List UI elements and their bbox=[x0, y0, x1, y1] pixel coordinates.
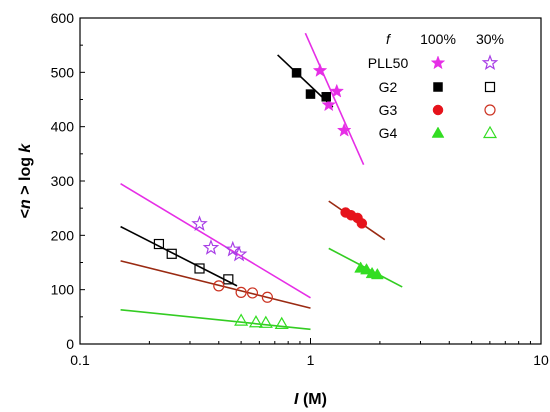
plot-area bbox=[120, 32, 403, 331]
data-point-g2-100 bbox=[321, 92, 331, 102]
y-tick-label: 0 bbox=[66, 336, 74, 352]
fit-line-g3-30 bbox=[120, 260, 311, 309]
x-tick-label: 0.1 bbox=[70, 352, 90, 368]
data-point-pll50-30 bbox=[191, 215, 208, 231]
data-point-g3-30 bbox=[213, 280, 225, 292]
x-axis-title: I (M) bbox=[294, 391, 327, 408]
data-point-g2-30 bbox=[153, 238, 165, 250]
data-point-pll50-30 bbox=[202, 239, 220, 255]
fit-line-g4-30 bbox=[120, 308, 311, 331]
axes: 0 100 200 300 400 500 600 0.1 1 10 I (M) <n > log k bbox=[17, 10, 549, 408]
x-tick-label: 1 bbox=[307, 352, 315, 368]
legend: f 100% 30% PLL50 G2 G3 G4 bbox=[368, 31, 504, 141]
data-point-g2-30 bbox=[166, 248, 177, 259]
y-tick-label: 600 bbox=[51, 10, 75, 26]
x-tick-label: 10 bbox=[533, 352, 549, 368]
y-tick-label: 300 bbox=[51, 173, 75, 189]
y-tick-label: 400 bbox=[51, 119, 75, 135]
data-point-g2-100 bbox=[305, 89, 316, 99]
legend-header-30: 30% bbox=[476, 31, 504, 47]
data-point-g2-30 bbox=[194, 263, 205, 274]
y-tick-label: 200 bbox=[51, 227, 75, 243]
data-point-g3-100 bbox=[356, 218, 368, 229]
fit-line-pll50-30 bbox=[120, 183, 311, 299]
legend-label-g2: G2 bbox=[379, 79, 398, 95]
data-point-pll50-100 bbox=[312, 62, 328, 77]
legend-label-pll50: PLL50 bbox=[368, 55, 409, 71]
data-point-g4-100 bbox=[370, 267, 384, 280]
data-point-g4-30 bbox=[274, 316, 289, 329]
y-tick-label: 500 bbox=[51, 64, 75, 80]
legend-marker-pll50-100 bbox=[430, 55, 446, 70]
legend-marker-g2-100 bbox=[433, 82, 443, 92]
data-point-g4-30 bbox=[234, 313, 249, 326]
legend-marker-pll50-30 bbox=[481, 54, 499, 71]
data-point-pll50-100 bbox=[329, 83, 345, 98]
legend-marker-g3-100 bbox=[432, 104, 444, 116]
fit-line-pll50-100 bbox=[304, 32, 365, 166]
data-point-g3-30 bbox=[246, 287, 259, 299]
y-tick-label: 100 bbox=[51, 282, 75, 298]
legend-marker-g4-100 bbox=[431, 126, 445, 138]
plot-frame bbox=[79, 17, 542, 345]
y-axis-title: <n > log k bbox=[17, 143, 34, 219]
fit-line-g2-30 bbox=[120, 225, 238, 287]
data-point-g4-30 bbox=[248, 315, 264, 328]
legend-marker-g2-30 bbox=[484, 81, 496, 93]
legend-header-f: f bbox=[386, 31, 392, 47]
data-point-pll50-100 bbox=[336, 122, 352, 137]
data-point-pll50-100 bbox=[321, 97, 337, 112]
data-point-g3-30 bbox=[235, 286, 247, 298]
legend-label-g3: G3 bbox=[379, 102, 398, 118]
data-point-g4-30 bbox=[258, 315, 273, 328]
data-point-g3-30 bbox=[261, 291, 273, 303]
data-point-g2-30 bbox=[223, 274, 234, 285]
legend-header-100: 100% bbox=[420, 31, 456, 47]
legend-marker-g4-30 bbox=[482, 125, 498, 139]
data-point-pll50-30 bbox=[230, 245, 248, 262]
data-point-g2-100 bbox=[291, 68, 302, 78]
legend-label-g4: G4 bbox=[379, 125, 398, 141]
legend-marker-g3-30 bbox=[484, 104, 496, 116]
